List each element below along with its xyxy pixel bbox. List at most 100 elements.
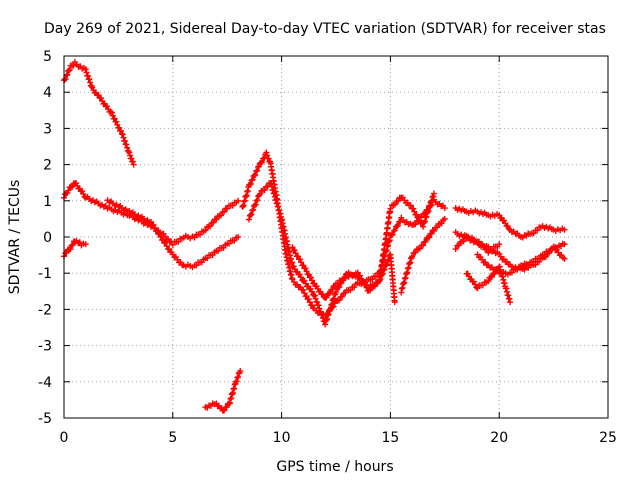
data-point	[197, 231, 203, 238]
data-point	[441, 215, 448, 222]
data-point	[347, 287, 354, 294]
data-point	[220, 244, 227, 251]
data-point	[308, 288, 315, 295]
data-point	[319, 311, 326, 318]
data-point	[247, 180, 254, 187]
data-point	[162, 240, 169, 247]
data-point	[166, 246, 173, 253]
data-point	[247, 212, 254, 219]
data-point	[426, 234, 433, 241]
data-point	[351, 284, 358, 291]
satellite-track-8	[289, 244, 398, 306]
data-point	[362, 281, 369, 288]
satellite-track-2	[61, 180, 242, 248]
data-point	[530, 230, 537, 237]
data-point	[363, 284, 370, 291]
data-point	[371, 283, 378, 290]
data-point	[248, 211, 255, 218]
data-point	[333, 288, 339, 295]
data-point	[89, 84, 96, 91]
data-point	[157, 234, 164, 240]
data-point	[501, 217, 508, 224]
data-point	[79, 188, 86, 195]
data-point	[245, 216, 252, 223]
data-point	[422, 238, 429, 245]
data-point	[323, 294, 330, 301]
data-point	[120, 134, 127, 141]
data-point	[314, 299, 321, 306]
y-tick-label: 1	[43, 194, 52, 210]
data-point	[215, 247, 222, 254]
data-point	[235, 234, 242, 240]
data-point	[221, 407, 228, 414]
data-point	[108, 109, 115, 116]
data-point	[130, 161, 137, 168]
data-point	[160, 237, 167, 244]
data-point	[397, 218, 404, 225]
satellite-track-5	[202, 367, 244, 414]
data-point	[534, 227, 541, 234]
data-point	[395, 197, 402, 204]
data-point	[256, 191, 263, 198]
data-point	[336, 297, 343, 304]
data-point	[289, 244, 296, 251]
data-point	[377, 276, 384, 283]
y-tick-label: -5	[38, 411, 52, 427]
data-point	[452, 246, 459, 253]
data-point	[530, 258, 537, 265]
data-point	[464, 270, 471, 277]
x-tick-label: 20	[490, 430, 508, 446]
data-point	[80, 190, 87, 197]
data-point	[305, 271, 312, 278]
data-point	[412, 221, 419, 228]
data-point	[154, 227, 161, 234]
data-point	[217, 212, 224, 219]
data-point	[175, 238, 182, 245]
data-point	[64, 71, 71, 78]
data-point	[123, 141, 130, 148]
data-point	[326, 290, 333, 297]
data-point	[479, 282, 486, 289]
data-point	[305, 296, 312, 303]
data-point	[329, 286, 336, 293]
data-point	[313, 283, 320, 290]
data-point	[306, 299, 313, 306]
data-point	[265, 155, 272, 162]
x-tick-label: 10	[273, 430, 291, 446]
data-point	[87, 79, 94, 86]
data-point	[311, 292, 318, 299]
x-tick-label: 25	[599, 430, 617, 446]
satellite-track-1	[61, 59, 137, 168]
data-point	[292, 250, 299, 257]
data-point	[309, 277, 316, 284]
y-tick-label: 0	[43, 230, 52, 246]
satellite-track-4	[61, 237, 89, 260]
data-point	[434, 224, 441, 231]
data-point	[300, 287, 307, 294]
satellite-track-3	[104, 197, 242, 271]
satellite-track-13	[474, 244, 568, 278]
data-point	[229, 202, 236, 209]
data-point	[129, 158, 136, 165]
data-point	[151, 224, 158, 231]
satellite-track-14	[452, 234, 503, 256]
data-point	[290, 263, 297, 270]
data-point	[207, 223, 214, 230]
data-point	[379, 270, 386, 277]
data-point	[369, 276, 376, 283]
data-point	[202, 227, 209, 234]
satellite-track-12	[463, 263, 514, 306]
satellite-track-9	[398, 215, 448, 296]
data-point	[235, 197, 242, 204]
data-point	[76, 239, 83, 246]
data-point	[430, 190, 437, 197]
data-point	[249, 207, 256, 214]
data-point	[250, 206, 257, 213]
data-point	[303, 293, 310, 300]
data-point	[259, 159, 266, 166]
data-point	[69, 241, 76, 248]
data-point	[235, 373, 242, 380]
data-point	[294, 253, 301, 260]
data-point	[69, 183, 76, 190]
